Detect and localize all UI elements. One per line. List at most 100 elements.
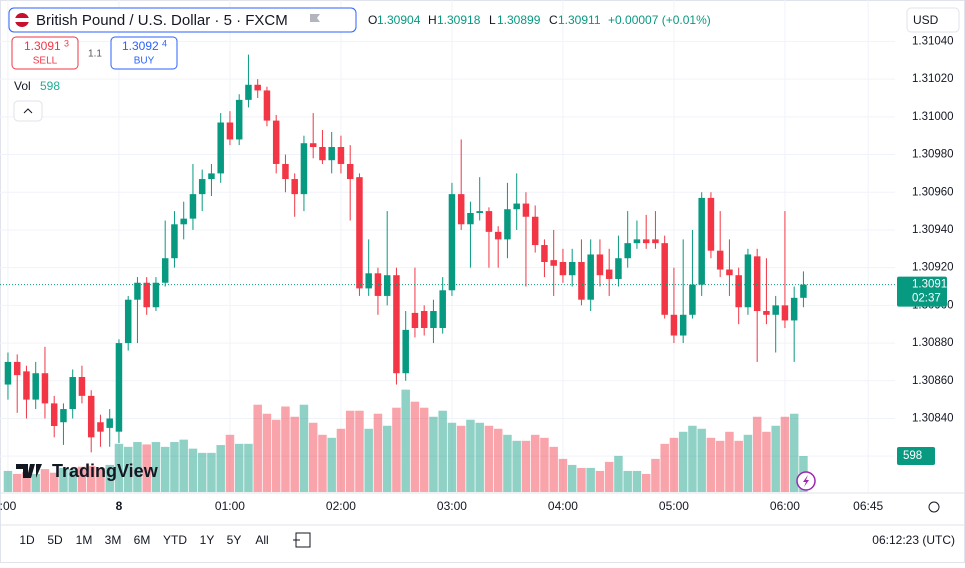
volume-bar [410,401,420,492]
candle-body [735,275,742,308]
buy-label[interactable]: BUY [134,56,155,67]
candle-body [328,147,335,161]
candle-body [772,305,779,315]
candle-body [457,194,465,225]
volume-bar [780,416,790,492]
buy-price-sup[interactable]: 4 [162,38,167,48]
candle-body [254,84,261,91]
candle-body [642,239,650,244]
candle-body [624,243,631,259]
y-tick-label: 1.30920 [912,262,954,274]
ohlc-value: 1.30918 [437,13,481,27]
volume-bar [484,425,494,492]
range-button[interactable]: YTD [163,533,187,547]
buy-price[interactable]: 1.3092 [122,39,159,53]
volume-bar [567,464,577,492]
range-button[interactable]: 6M [134,533,151,547]
candle-body [559,262,567,276]
volume-bar [3,470,13,492]
volume-bar [595,470,605,492]
volume-bar [382,425,392,492]
y-tick-label: 1.31040 [912,35,954,47]
range-button[interactable]: 5Y [227,533,242,547]
symbol-title[interactable]: British Pound / U.S. Dollar · 5 · FXCM [36,12,288,29]
candle-body [550,260,557,266]
sell-price-sup[interactable]: 3 [64,38,69,48]
volume-bar [614,455,623,492]
volume-bar [678,431,688,492]
volume-bar [86,466,96,492]
range-button[interactable]: 5D [47,533,63,547]
sell-button[interactable] [11,36,79,70]
candle-body [430,311,437,328]
candle-body [605,269,613,279]
candle-body [448,194,456,291]
range-button[interactable]: 1M [76,533,93,547]
volume-bar [725,431,734,492]
candle-body [716,250,724,270]
volume-bar [586,467,595,492]
volume-bar [706,437,716,492]
ohlc-value: 1.30911 [558,13,601,27]
range-button[interactable]: 1Y [200,533,215,547]
volume-bar [466,419,475,492]
volume-bar [142,444,151,492]
brand-logo [16,464,42,478]
candle-body [513,203,520,210]
brand-name: TradingView [52,461,159,481]
volume-bar [521,440,531,492]
volume-bar [641,473,651,492]
volume-bar [327,437,336,492]
candle-body [726,269,733,276]
candle-body [346,163,354,180]
candle-body [300,143,308,195]
range-bar: 1D 5D 1M 3M 6M YTD 1Y 5Y All [19,533,268,547]
candle-body [494,231,502,240]
candle-body [50,403,58,427]
volume-bar [530,434,540,492]
range-button[interactable]: All [255,533,268,547]
volume-bar [40,469,50,492]
volume-bar [22,472,31,492]
volume-bar [68,469,77,492]
candle-body [235,99,243,140]
buy-button[interactable] [110,36,178,70]
currency[interactable]: USD [913,13,939,27]
y-tick-label: 1.31020 [912,73,954,85]
volume-bar [447,422,457,492]
sell-price[interactable]: 1.3091 [24,39,61,53]
volume-bar [669,437,679,492]
range-button[interactable]: 3M [105,533,122,547]
candle-body [781,305,789,321]
volume-bar [299,404,309,492]
range-button[interactable]: 1D [19,533,35,547]
collapse-button[interactable] [13,100,43,122]
volume-bar [558,458,568,492]
volume-bar [503,434,512,492]
candle-body [41,373,49,404]
candle-body [124,299,132,344]
volume-bar [262,413,272,492]
y-tick-label: 1.30880 [912,337,954,349]
volume-label-box [897,446,935,465]
settings-icon[interactable] [928,501,940,513]
volume-bar [308,422,318,492]
volume-bar [355,410,364,492]
flag-marker[interactable] [310,14,320,22]
volume-bar [623,470,632,492]
volume-bar [762,431,771,492]
candle-body [615,258,622,279]
symbol-box[interactable] [8,7,357,33]
clock[interactable]: 06:12:23 (UTC) [872,533,955,547]
volume-bar [133,442,142,492]
candle-body [198,179,206,195]
volume-bar [540,437,549,492]
date-range-icon[interactable] [293,532,311,548]
x-tick-label: 06:00 [770,499,800,513]
currency-button[interactable] [906,7,960,33]
candle-body [69,377,76,410]
sell-label[interactable]: SELL [33,56,58,67]
candle-body [189,194,197,219]
